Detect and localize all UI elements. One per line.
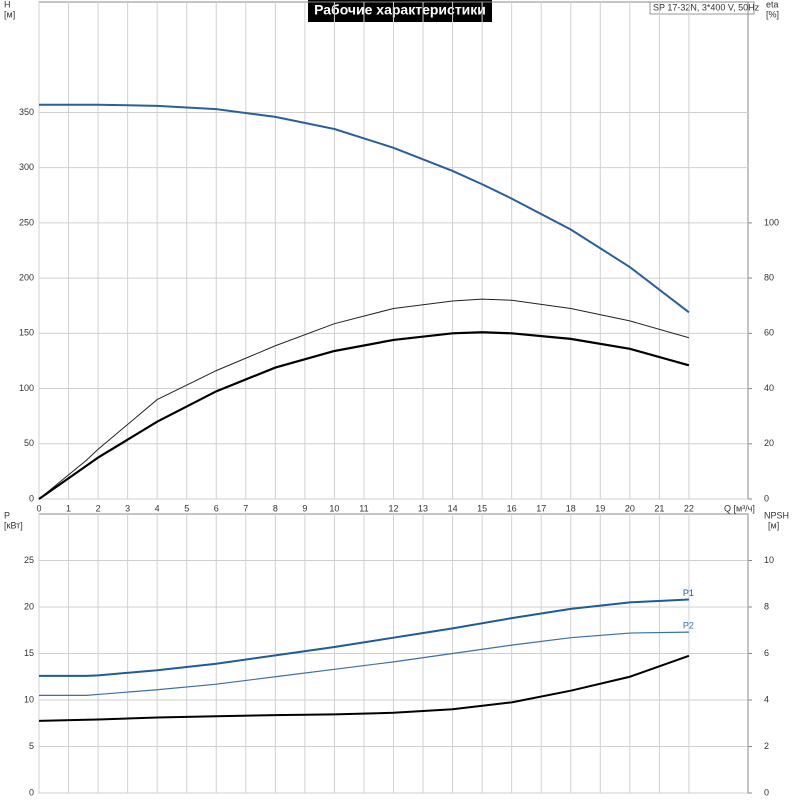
y2-unit: [м] xyxy=(768,520,779,530)
title-box xyxy=(308,0,492,22)
x-tick-label: 15 xyxy=(477,503,487,513)
x-tick-label: 14 xyxy=(448,503,458,513)
x-tick-label: 4 xyxy=(155,503,160,513)
y-tick-label: 15 xyxy=(24,648,34,658)
y2-tick-label: 2 xyxy=(764,741,769,751)
series-line xyxy=(39,598,689,677)
x-tick-label: 2 xyxy=(96,503,101,513)
y2-tick-label: 80 xyxy=(764,272,774,282)
x-tick-label: 0 xyxy=(36,503,41,513)
y-tick-label: 50 xyxy=(24,438,34,448)
x-tick-label: 18 xyxy=(566,503,576,513)
x-tick-label: 1 xyxy=(66,503,71,513)
x-tick-label: 17 xyxy=(536,503,546,513)
x-tick-label: 8 xyxy=(273,503,278,513)
y2-tick-label: 40 xyxy=(764,383,774,393)
y2-tick-label: 0 xyxy=(764,493,769,503)
series-line xyxy=(39,631,689,696)
series-label: P1 xyxy=(683,588,694,598)
x-tick-label: 16 xyxy=(507,503,517,513)
y2-label: NPSH xyxy=(764,510,789,520)
x-tick-label: 7 xyxy=(243,503,248,513)
y-tick-label: 0 xyxy=(29,787,34,797)
chart-title: Рабочие характеристики xyxy=(314,2,486,18)
y2-tick-label: 4 xyxy=(764,694,769,704)
y2-tick-label: 6 xyxy=(764,648,769,658)
y-tick-label: 10 xyxy=(24,694,34,704)
y2-tick-label: 10 xyxy=(764,555,774,565)
y-tick-label: 300 xyxy=(19,162,34,172)
y-unit: [кВт] xyxy=(4,520,23,530)
x-tick-label: 5 xyxy=(184,503,189,513)
x-tick-label: 22 xyxy=(684,503,694,513)
x-label: Q [м³/ч] xyxy=(724,503,755,513)
y-tick-label: 150 xyxy=(19,328,34,338)
x-tick-label: 12 xyxy=(388,503,398,513)
x-tick-label: 9 xyxy=(302,503,307,513)
series-line xyxy=(38,298,690,500)
series-line xyxy=(38,654,690,722)
y-tick-label: 20 xyxy=(24,601,34,611)
x-tick-label: 13 xyxy=(418,503,428,513)
x-tick-label: 21 xyxy=(654,503,664,513)
y2-label: eta xyxy=(766,0,779,9)
y2-tick-label: 20 xyxy=(764,438,774,448)
y2-tick-label: 8 xyxy=(764,601,769,611)
y-tick-label: 250 xyxy=(19,217,34,227)
y-tick-label: 25 xyxy=(24,555,34,565)
x-tick-label: 6 xyxy=(214,503,219,513)
x-tick-label: 19 xyxy=(595,503,605,513)
y2-tick-label: 100 xyxy=(764,217,779,227)
x-tick-label: 20 xyxy=(625,503,635,513)
x-tick-label: 11 xyxy=(359,503,368,513)
y2-tick-label: 0 xyxy=(764,787,769,797)
chart-subtitle: SP 17-32N, 3*400 V, 50Hz xyxy=(653,2,760,12)
y-tick-label: 0 xyxy=(29,493,34,503)
y-tick-label: 100 xyxy=(19,383,34,393)
y2-unit: [%] xyxy=(766,9,779,19)
series-line xyxy=(39,103,690,314)
y-label: P xyxy=(4,510,10,520)
y-tick-label: 200 xyxy=(19,272,34,282)
y-tick-label: 350 xyxy=(19,107,34,117)
x-tick-label: 10 xyxy=(329,503,339,513)
x-tick-label: 3 xyxy=(125,503,130,513)
y-tick-label: 5 xyxy=(29,741,34,751)
series-label: P2 xyxy=(683,620,694,630)
y2-tick-label: 60 xyxy=(764,328,774,338)
series-line xyxy=(38,331,690,500)
y-unit: [м] xyxy=(4,9,15,19)
y-label: H xyxy=(4,0,11,9)
